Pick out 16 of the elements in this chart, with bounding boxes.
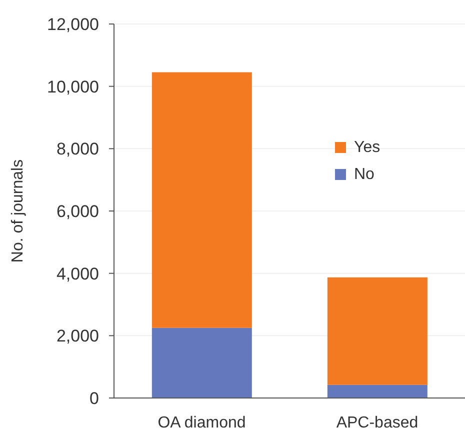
y-tick-label: 10,000 bbox=[47, 77, 99, 96]
x-tick-label: OA diamond bbox=[158, 414, 246, 432]
bar bbox=[327, 277, 428, 385]
y-tick-label: 0 bbox=[90, 389, 99, 408]
y-tick-label: 6,000 bbox=[56, 202, 99, 222]
bar bbox=[152, 72, 252, 328]
y-axis-title: No. of journals bbox=[10, 159, 26, 263]
x-tick-label: APC-based bbox=[336, 414, 418, 432]
y-tick-label: 12,000 bbox=[47, 15, 99, 34]
y-tick-label: 8,000 bbox=[56, 140, 99, 159]
legend-label: No bbox=[354, 166, 374, 184]
bar bbox=[152, 328, 252, 398]
y-tick-label: 2,000 bbox=[56, 326, 99, 346]
bar bbox=[327, 384, 428, 398]
y-tick-label: 4,000 bbox=[56, 264, 99, 284]
legend-label: Yes bbox=[354, 138, 380, 156]
